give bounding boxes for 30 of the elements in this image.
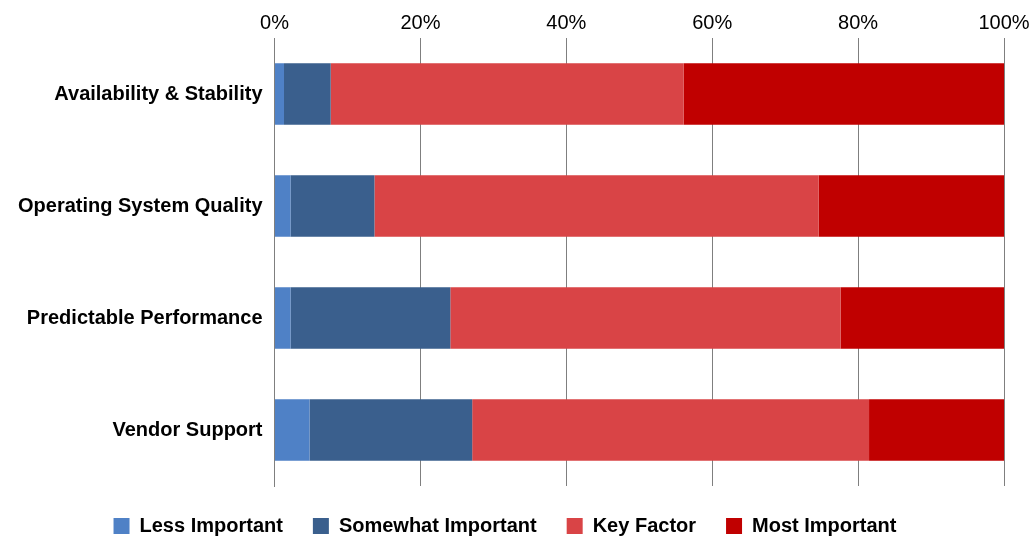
bar xyxy=(472,399,870,461)
x-tick-label: 80% xyxy=(838,10,879,33)
y-tick-label: Vendor Support xyxy=(112,417,263,440)
x-tick-label: 40% xyxy=(546,10,587,33)
legend-label: Less Important xyxy=(139,513,284,536)
legend-label: Key Factor xyxy=(592,513,697,536)
x-tick-label: 100% xyxy=(978,10,1030,33)
bar xyxy=(284,63,331,125)
legend-label: Most Important xyxy=(752,513,897,536)
bar xyxy=(450,287,841,349)
bar xyxy=(330,63,684,125)
y-tick-label: Predictable Performance xyxy=(26,305,263,328)
bar xyxy=(683,63,1004,125)
bar xyxy=(275,399,310,461)
y-tick-label: Availability & Stability xyxy=(54,81,264,104)
bar xyxy=(275,175,291,237)
bar xyxy=(309,399,473,461)
bar xyxy=(840,287,1004,349)
bar xyxy=(374,175,819,237)
x-tick-label: 60% xyxy=(692,10,733,33)
bar xyxy=(290,287,451,349)
bar xyxy=(869,399,1004,461)
x-tick-label: 20% xyxy=(400,10,441,33)
bar xyxy=(275,287,291,349)
x-tick-label: 0% xyxy=(260,10,290,33)
y-tick-label: Operating System Quality xyxy=(18,193,264,216)
legend-label: Somewhat Important xyxy=(338,513,538,536)
bar xyxy=(818,175,1004,237)
bar xyxy=(275,63,284,125)
bar xyxy=(290,175,375,237)
